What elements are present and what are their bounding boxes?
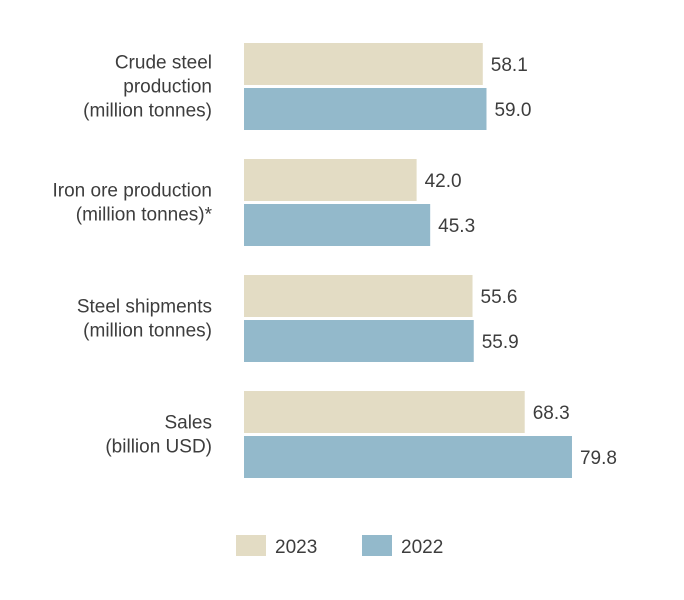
bar-2022 xyxy=(244,204,431,246)
bars xyxy=(244,43,572,478)
data-label: 55.6 xyxy=(481,287,518,308)
category-label: Crude steel production (million tonnes) xyxy=(83,53,212,122)
category-label-line: (million tonnes) xyxy=(83,321,212,342)
category-label-line: (million tonnes)* xyxy=(76,205,213,226)
legend-label-2023: 2023 xyxy=(275,537,317,558)
bar-2022 xyxy=(244,320,474,362)
category-label: Sales (billion USD) xyxy=(105,413,212,458)
category-label: Steel shipments (million tonnes) xyxy=(77,297,212,342)
data-label: 79.8 xyxy=(580,448,617,469)
bar-2023 xyxy=(244,275,473,317)
data-label: 59.0 xyxy=(494,100,531,121)
bar-2023 xyxy=(244,159,417,201)
category-label-line: Iron ore production xyxy=(53,181,213,202)
bar-2022 xyxy=(244,436,572,478)
category-label: Iron ore production (million tonnes)* xyxy=(53,181,213,226)
category-label-line: production xyxy=(123,77,212,98)
bar-2022 xyxy=(244,88,487,130)
category-labels: Crude steel production (million tonnes) Iro… xyxy=(53,53,213,458)
bar-2023 xyxy=(244,43,483,85)
legend-swatch-2022 xyxy=(362,535,392,556)
category-label-line: Steel shipments xyxy=(77,297,212,318)
data-label: 58.1 xyxy=(491,55,528,76)
legend-swatch-2023 xyxy=(236,535,266,556)
legend: 2023 2022 xyxy=(236,535,443,558)
category-label-line: Sales xyxy=(164,413,212,434)
legend-label-2022: 2022 xyxy=(401,537,443,558)
category-label-line: (million tonnes) xyxy=(83,101,212,122)
value-labels: 58.1 59.0 42.0 45.3 55.6 55.9 68.3 79.8 xyxy=(425,55,617,469)
data-label: 68.3 xyxy=(533,403,570,424)
data-label: 42.0 xyxy=(425,171,462,192)
data-label: 55.9 xyxy=(482,332,519,353)
category-label-line: (billion USD) xyxy=(105,437,212,458)
data-label: 45.3 xyxy=(438,216,475,237)
bar-2023 xyxy=(244,391,525,433)
category-label-line: Crude steel xyxy=(115,53,212,74)
